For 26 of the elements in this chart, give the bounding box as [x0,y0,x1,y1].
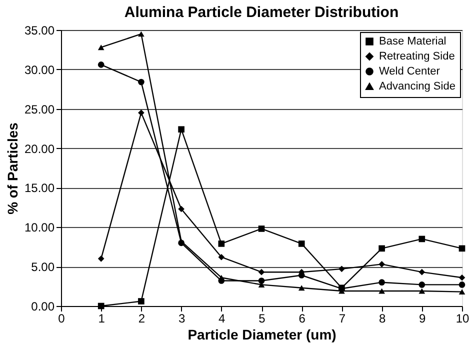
legend-label: Weld Center [379,66,440,78]
x-tick-label: 5 [258,312,266,326]
x-tick-label: 3 [178,312,186,326]
x-tick-label: 2 [138,312,146,326]
y-tick-label: 30.00 [24,62,55,77]
y-tick-label: 15.00 [24,181,55,196]
x-tick-label: 6 [298,312,306,326]
legend-label: Advancing Side [379,80,456,92]
x-tick-label: 1 [98,312,106,326]
x-tick-label: 7 [338,312,346,326]
y-tick-label: 20.00 [24,142,55,156]
x-tick-label: 0 [58,312,66,326]
x-axis-title: Particle Diameter (um) [188,326,336,342]
y-tick-label: 0.00 [31,300,55,314]
y-tick-label: 5.00 [31,260,55,274]
x-tick-label: 8 [378,312,386,326]
y-axis-title: % of Particles [4,122,20,214]
x-tick-label: 9 [419,312,426,326]
legend-label: Base Material [379,36,446,48]
y-tick-label: 10.00 [24,220,55,235]
y-tick-label: 25.00 [24,102,55,116]
y-tick-label: 35.00 [24,24,55,38]
x-tick-label: 4 [218,312,226,326]
chart-title: Alumina Particle Diameter Distribution [124,4,399,21]
legend-label: Retreating Side [379,50,455,62]
x-tick-label: 10 [456,312,470,326]
